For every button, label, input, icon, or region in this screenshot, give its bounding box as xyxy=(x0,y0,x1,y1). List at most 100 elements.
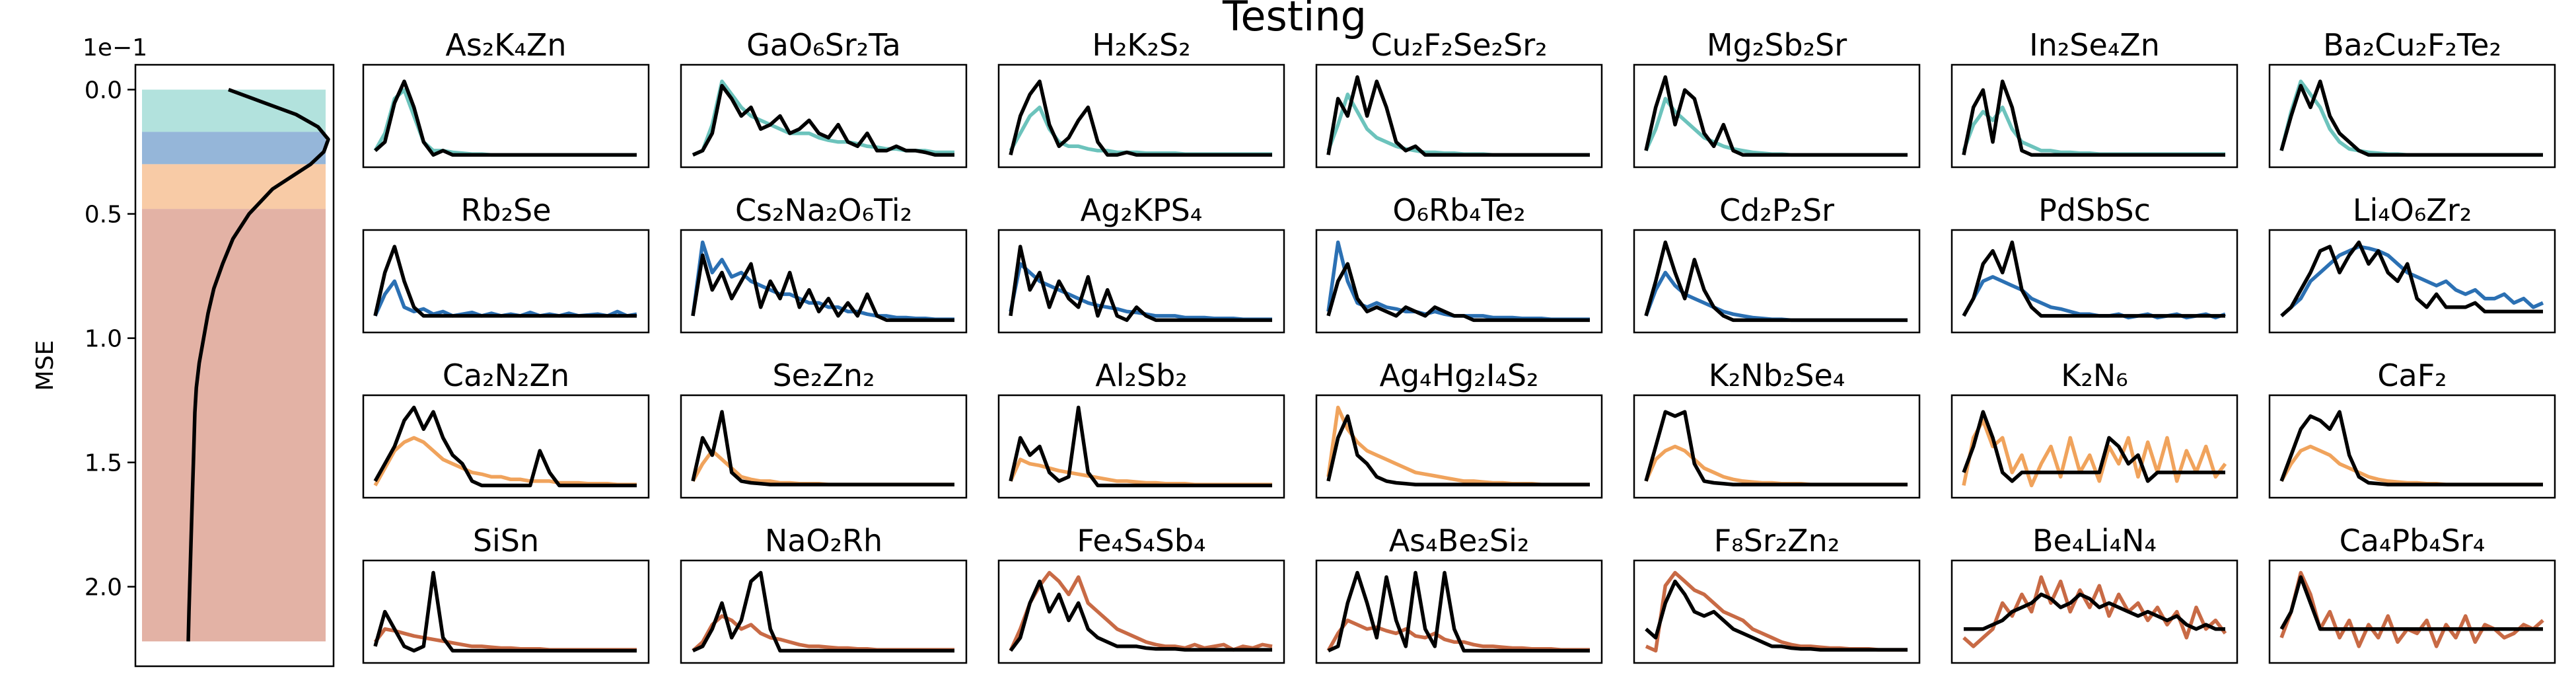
ref-line-22 xyxy=(692,570,954,653)
ref-line-15 xyxy=(691,410,954,486)
spectrum-panel-24: As₄Be₂Si₂ xyxy=(1315,523,1603,664)
panel-title-7: Rb₂Se xyxy=(460,192,551,228)
pred-line-1 xyxy=(692,79,954,157)
spectrum-panel-21: SiSn xyxy=(362,523,650,664)
spectrum-panel-15: Se₂Zn₂ xyxy=(680,358,968,499)
mse-tick-label-2: 1.0 xyxy=(85,326,122,353)
panel-frame-22 xyxy=(680,559,968,664)
spectrum-panel-26: Be₄Li₄N₄ xyxy=(1950,523,2238,664)
mse-scale-label: 1e−1 xyxy=(83,34,147,61)
ref-line-17 xyxy=(1326,414,1590,486)
panel-frame-1 xyxy=(680,63,968,169)
panel-title-22: NaO₂Rh xyxy=(765,523,882,559)
panel-frame-27 xyxy=(2268,559,2556,664)
panel-frame-19 xyxy=(1950,394,2238,499)
ref-line-10 xyxy=(1326,262,1590,323)
pred-line-14 xyxy=(373,436,637,486)
panel-title-26: Be₄Li₄N₄ xyxy=(2032,523,2157,559)
pred-line-18 xyxy=(1644,444,1908,486)
panel-title-23: Fe₄S₄Sb₄ xyxy=(1077,523,1205,559)
spectrum-panel-27: Ca₄Pb₄Sr₄ xyxy=(2268,523,2556,664)
panel-title-25: F₈Sr₂Zn₂ xyxy=(1714,523,1840,559)
panel-frame-14 xyxy=(362,394,650,499)
panel-frame-6 xyxy=(2268,63,2556,169)
panel-title-3: Cu₂F₂Se₂Sr₂ xyxy=(1371,27,1547,63)
mse-axis-label: MSE xyxy=(32,340,59,391)
ref-line-20 xyxy=(2279,410,2543,486)
mse-summary-panel: 0.0 0.5 1.0 1.5 2.0 1e−1 MSE xyxy=(32,34,335,668)
mse-band-0 xyxy=(142,89,326,132)
panel-frame-4 xyxy=(1633,63,1921,169)
pred-line-0 xyxy=(373,88,637,157)
panel-title-10: O₆Rb₄Te₂ xyxy=(1392,192,1525,228)
spectrum-panel-13: Li₄O₆Zr₂ xyxy=(2268,192,2556,334)
panel-title-15: Se₂Zn₂ xyxy=(772,358,875,393)
spectrum-panel-11: Cd₂P₂Sr xyxy=(1633,192,1921,334)
panel-frame-21 xyxy=(362,559,650,664)
panel-title-9: Ag₂KPS₄ xyxy=(1081,192,1203,228)
pred-line-25 xyxy=(1645,570,1908,653)
panel-title-13: Li₄O₆Zr₂ xyxy=(2353,192,2472,228)
panel-title-8: Cs₂Na₂O₆Ti₂ xyxy=(735,192,912,228)
pred-line-6 xyxy=(2279,79,2543,157)
spectrum-panel-16: Al₂Sb₂ xyxy=(997,358,1285,499)
ref-line-18 xyxy=(1644,410,1908,486)
spectrum-panel-20: CaF₂ xyxy=(2268,358,2556,499)
pred-line-23 xyxy=(1009,570,1273,652)
spectrum-panel-6: Ba₂Cu₂F₂Te₂ xyxy=(2268,27,2556,169)
spectrum-panel-25: F₈Sr₂Zn₂ xyxy=(1633,523,1921,664)
spectrum-panel-12: PdSbSc xyxy=(1950,192,2238,334)
ref-line-26 xyxy=(1964,592,2225,631)
panel-title-11: Cd₂P₂Sr xyxy=(1719,192,1834,228)
panel-frame-2 xyxy=(997,63,1285,169)
mse-band-2 xyxy=(142,164,326,210)
pred-line-27 xyxy=(2279,570,2544,648)
pred-line-7 xyxy=(373,279,637,318)
panel-title-21: SiSn xyxy=(473,523,539,559)
ref-line-6 xyxy=(2279,79,2543,157)
spectrum-panel-8: Cs₂Na₂O₆Ti₂ xyxy=(680,192,968,334)
panel-title-14: Ca₂N₂Zn xyxy=(443,358,569,393)
pred-line-5 xyxy=(1962,105,2225,156)
ref-line-25 xyxy=(1645,579,1908,652)
panel-frame-26 xyxy=(1950,559,2238,664)
panel-frame-20 xyxy=(2268,394,2556,499)
panel-frame-9 xyxy=(997,229,1285,334)
spectrum-panel-3: Cu₂F₂Se₂Sr₂ xyxy=(1315,27,1603,169)
panel-frame-11 xyxy=(1633,229,1921,334)
spectrum-panel-1: GaO₆Sr₂Ta xyxy=(680,27,968,169)
pred-line-20 xyxy=(2279,444,2543,486)
mse-tick-label-3: 1.5 xyxy=(85,450,122,477)
ref-line-13 xyxy=(2280,240,2543,317)
mse-band-3 xyxy=(142,209,326,642)
spectrum-panel-18: K₂Nb₂Se₄ xyxy=(1633,358,1921,499)
ref-line-24 xyxy=(1327,570,1590,653)
ref-line-23 xyxy=(1009,579,1272,652)
ref-line-16 xyxy=(1009,405,1272,488)
panel-title-18: K₂Nb₂Se₄ xyxy=(1709,358,1845,393)
ref-line-9 xyxy=(1009,245,1272,323)
panel-title-5: In₂Se₄Zn xyxy=(2029,27,2160,63)
panel-frame-16 xyxy=(997,394,1285,499)
panel-title-27: Ca₄Pb₄Sr₄ xyxy=(2340,523,2486,559)
panel-frame-15 xyxy=(680,394,968,499)
spectrum-panel-9: Ag₂KPS₄ xyxy=(997,192,1285,334)
ref-line-7 xyxy=(373,245,637,318)
mse-tick-label-1: 0.5 xyxy=(85,202,122,229)
spectrum-panel-7: Rb₂Se xyxy=(362,192,650,334)
spectrum-panel-22: NaO₂Rh xyxy=(680,523,968,664)
spectrum-panel-19: K₂N₆ xyxy=(1950,358,2238,499)
panel-frame-18 xyxy=(1633,394,1921,499)
panel-title-24: As₄Be₂Si₂ xyxy=(1389,523,1530,559)
mse-band-1 xyxy=(142,132,326,165)
panel-frame-7 xyxy=(362,229,650,334)
spectrum-panel-23: Fe₄S₄Sb₄ xyxy=(997,523,1285,664)
spectrum-panel-5: In₂Se₄Zn xyxy=(1950,27,2238,169)
mse-tick-label-4: 2.0 xyxy=(85,574,122,601)
panel-title-20: CaF₂ xyxy=(2377,358,2447,393)
panel-title-4: Mg₂Sb₂Sr xyxy=(1707,27,1847,63)
panel-frame-25 xyxy=(1633,559,1921,664)
ref-line-11 xyxy=(1644,240,1908,323)
pred-line-26 xyxy=(1962,575,2227,648)
